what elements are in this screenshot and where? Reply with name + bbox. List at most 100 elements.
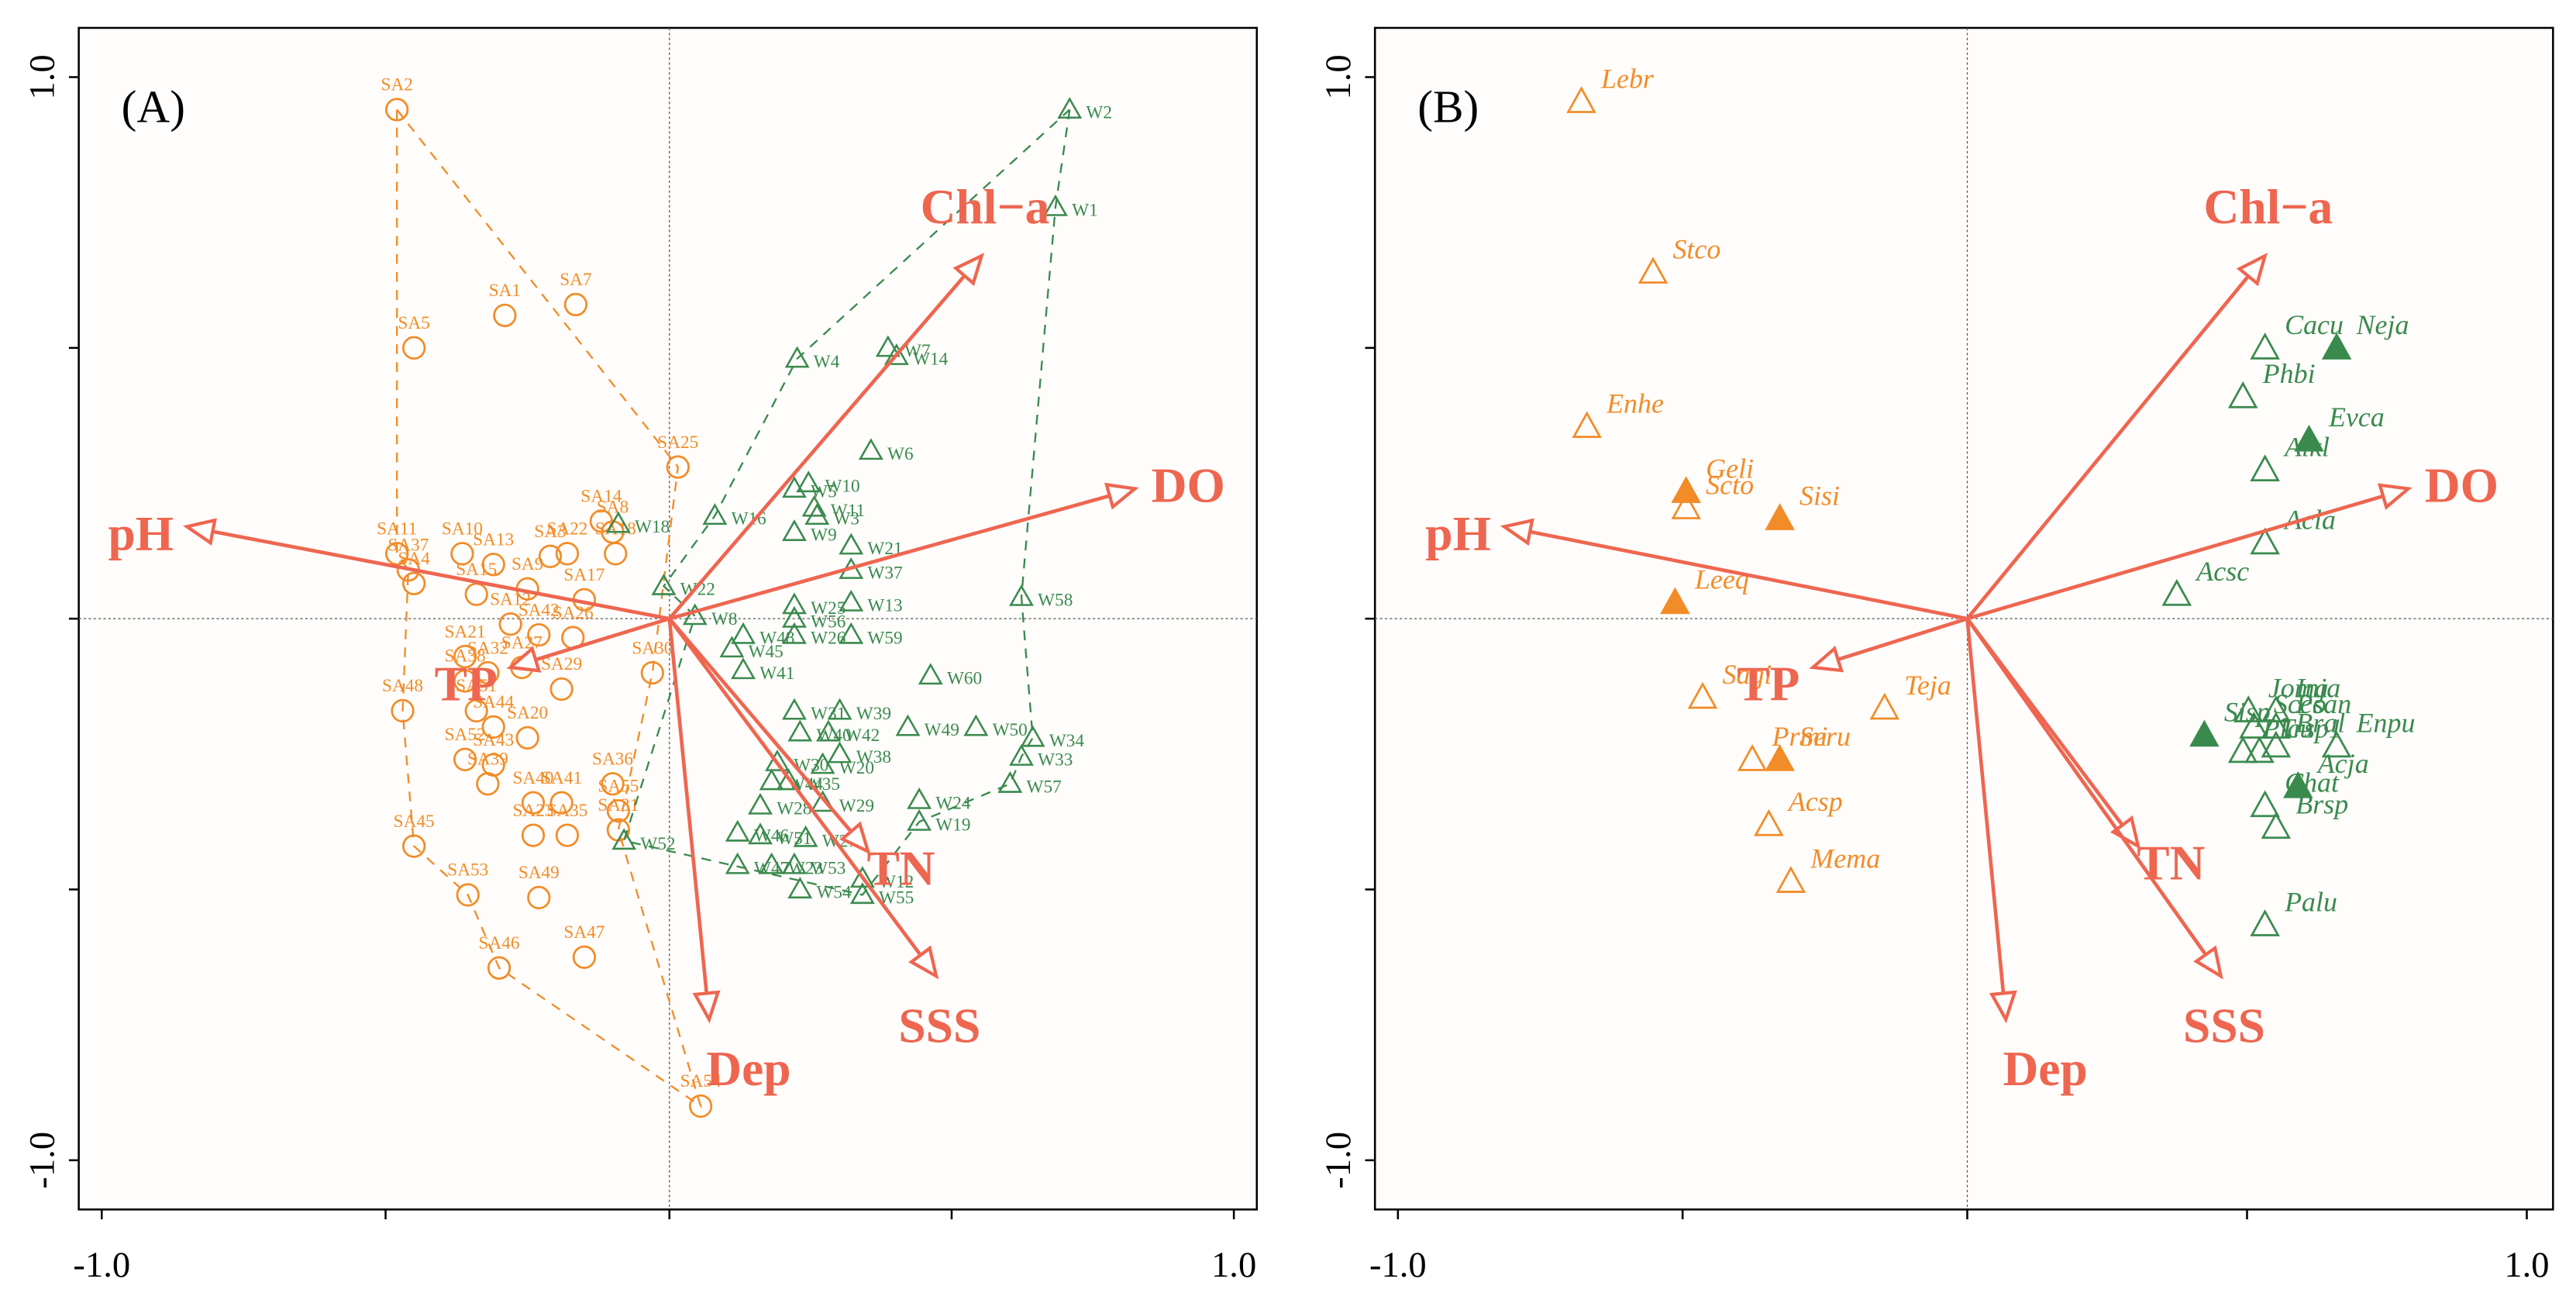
site-label-sa43: SA43 (473, 730, 514, 750)
site-marker-sa18 (604, 542, 628, 566)
species-label-phbi: Phbi (2262, 358, 2316, 389)
site-label-sa46: SA46 (479, 933, 520, 953)
site-label-w37: W37 (867, 564, 902, 584)
arrow-head-do (1104, 482, 1139, 510)
species-label-brsp: Brsp (2295, 789, 2348, 820)
site-label-w1: W1 (1072, 200, 1098, 220)
site-label-w11: W11 (831, 501, 865, 521)
site-marker-sa29 (549, 677, 573, 701)
site-marker-sa1 (493, 303, 517, 328)
species-label-lebr: Lebr (1600, 63, 1655, 94)
site-marker-sa3 (538, 544, 563, 568)
site-label-sa30: SA30 (632, 638, 673, 658)
site-label-sa4: SA4 (398, 549, 430, 569)
arrow-label-chl-a: Chl−a (921, 179, 1050, 234)
species-marker-palu (2250, 909, 2280, 936)
site-marker-sa30 (640, 660, 664, 685)
site-marker-w38 (827, 741, 852, 764)
site-label-w25: W25 (811, 598, 845, 619)
site-label-sa36: SA36 (592, 749, 633, 769)
species-label-alkl: Alkl (2283, 431, 2330, 462)
site-marker-sa42 (527, 622, 551, 647)
arrow-label-do: DO (1152, 458, 1225, 513)
site-label-sa40: SA40 (512, 768, 553, 788)
species-label-enpu: Enpu (2356, 708, 2416, 739)
site-label-w18: W18 (635, 517, 670, 537)
species-label-sagi: Sagi (1722, 659, 1772, 690)
site-label-sa11: SA11 (377, 519, 417, 539)
species-marker-enhe (1572, 411, 1602, 439)
site-marker-sa48 (391, 698, 415, 723)
site-label-sa35: SA35 (546, 801, 587, 821)
site-label-sa41: SA41 (541, 768, 582, 788)
site-label-w48: W48 (759, 628, 794, 648)
species-label-acsc: Acsc (2195, 556, 2249, 587)
site-label-sa37: SA37 (387, 536, 429, 556)
x-tick-label-left: -1.0 (73, 1246, 130, 1285)
panel-label: (B) (1417, 81, 1479, 133)
site-label-sa23: SA23 (512, 801, 553, 821)
arrow-head-sss (908, 945, 939, 980)
site-label-sa25: SA25 (657, 433, 698, 453)
site-marker-sa54 (688, 1094, 713, 1119)
site-marker-w60 (918, 663, 943, 685)
site-marker-sa47 (572, 945, 597, 969)
site-marker-sa20 (515, 726, 539, 750)
site-marker-sa46 (487, 956, 511, 980)
site-marker-w35 (776, 768, 801, 791)
site-label-sa5: SA5 (398, 313, 429, 333)
site-label-w10: W10 (825, 477, 859, 497)
y-tick-label-bottom: -1.0 (1319, 1132, 1359, 1189)
site-label-w34: W34 (1049, 731, 1085, 751)
species-marker-scco (2239, 712, 2269, 739)
site-marker-sa23 (521, 823, 546, 847)
site-label-w45: W45 (749, 642, 783, 662)
species-marker-sisi (1765, 503, 1795, 530)
species-marker-bral (2261, 730, 2292, 758)
site-label-sa26: SA26 (553, 603, 594, 623)
arrow-label-do: DO (2425, 458, 2499, 513)
site-marker-sa21 (453, 644, 477, 669)
species-label-sisp: Sisp (2224, 697, 2271, 728)
site-label-sa17: SA17 (563, 565, 604, 585)
site-label-w33: W33 (1038, 750, 1073, 770)
site-marker-w49 (895, 714, 921, 736)
site-marker-w1 (1043, 194, 1068, 216)
site-label-w60: W60 (947, 669, 982, 689)
site-marker-w56 (782, 605, 807, 628)
site-label-w20: W20 (839, 758, 874, 778)
site-label-sa52: SA52 (445, 725, 486, 745)
site-marker-w11 (801, 495, 827, 517)
site-marker-w19 (907, 808, 932, 831)
hull-w (622, 109, 1071, 896)
site-marker-w23 (759, 852, 784, 874)
arrow-head-ph (182, 518, 217, 546)
species-marker-cacu (2250, 333, 2280, 360)
arrow-label-dep: Dep (2003, 1041, 2087, 1096)
site-label-w49: W49 (925, 720, 959, 740)
x-tick-label-left: -1.0 (1369, 1246, 1427, 1285)
site-label-w40: W40 (816, 726, 851, 746)
species-label-cacu: Cacu (2285, 309, 2344, 340)
species-marker-joma (2233, 695, 2264, 722)
site-marker-w18 (605, 511, 631, 533)
site-marker-sa38 (453, 669, 477, 693)
species-marker-scto (1671, 492, 1701, 519)
site-marker-w26 (782, 622, 807, 644)
site-marker-w3 (804, 503, 830, 525)
arrow-shaft-ph (212, 529, 670, 621)
site-marker-w47 (725, 852, 750, 874)
site-label-w24: W24 (935, 793, 971, 813)
arrow-label-tn: TN (866, 840, 935, 895)
arrow-head-dep (1989, 990, 2017, 1024)
site-label-sa21: SA21 (445, 622, 486, 642)
site-marker-w42 (815, 719, 841, 742)
site-label-w14: W14 (913, 350, 949, 370)
site-marker-sa39 (476, 772, 500, 796)
species-label-neja: Neja (2356, 309, 2409, 340)
site-label-sa1: SA1 (489, 281, 521, 301)
species-marker-phbi (2227, 381, 2258, 408)
site-marker-sa25 (666, 455, 690, 479)
site-label-w42: W42 (845, 726, 880, 746)
